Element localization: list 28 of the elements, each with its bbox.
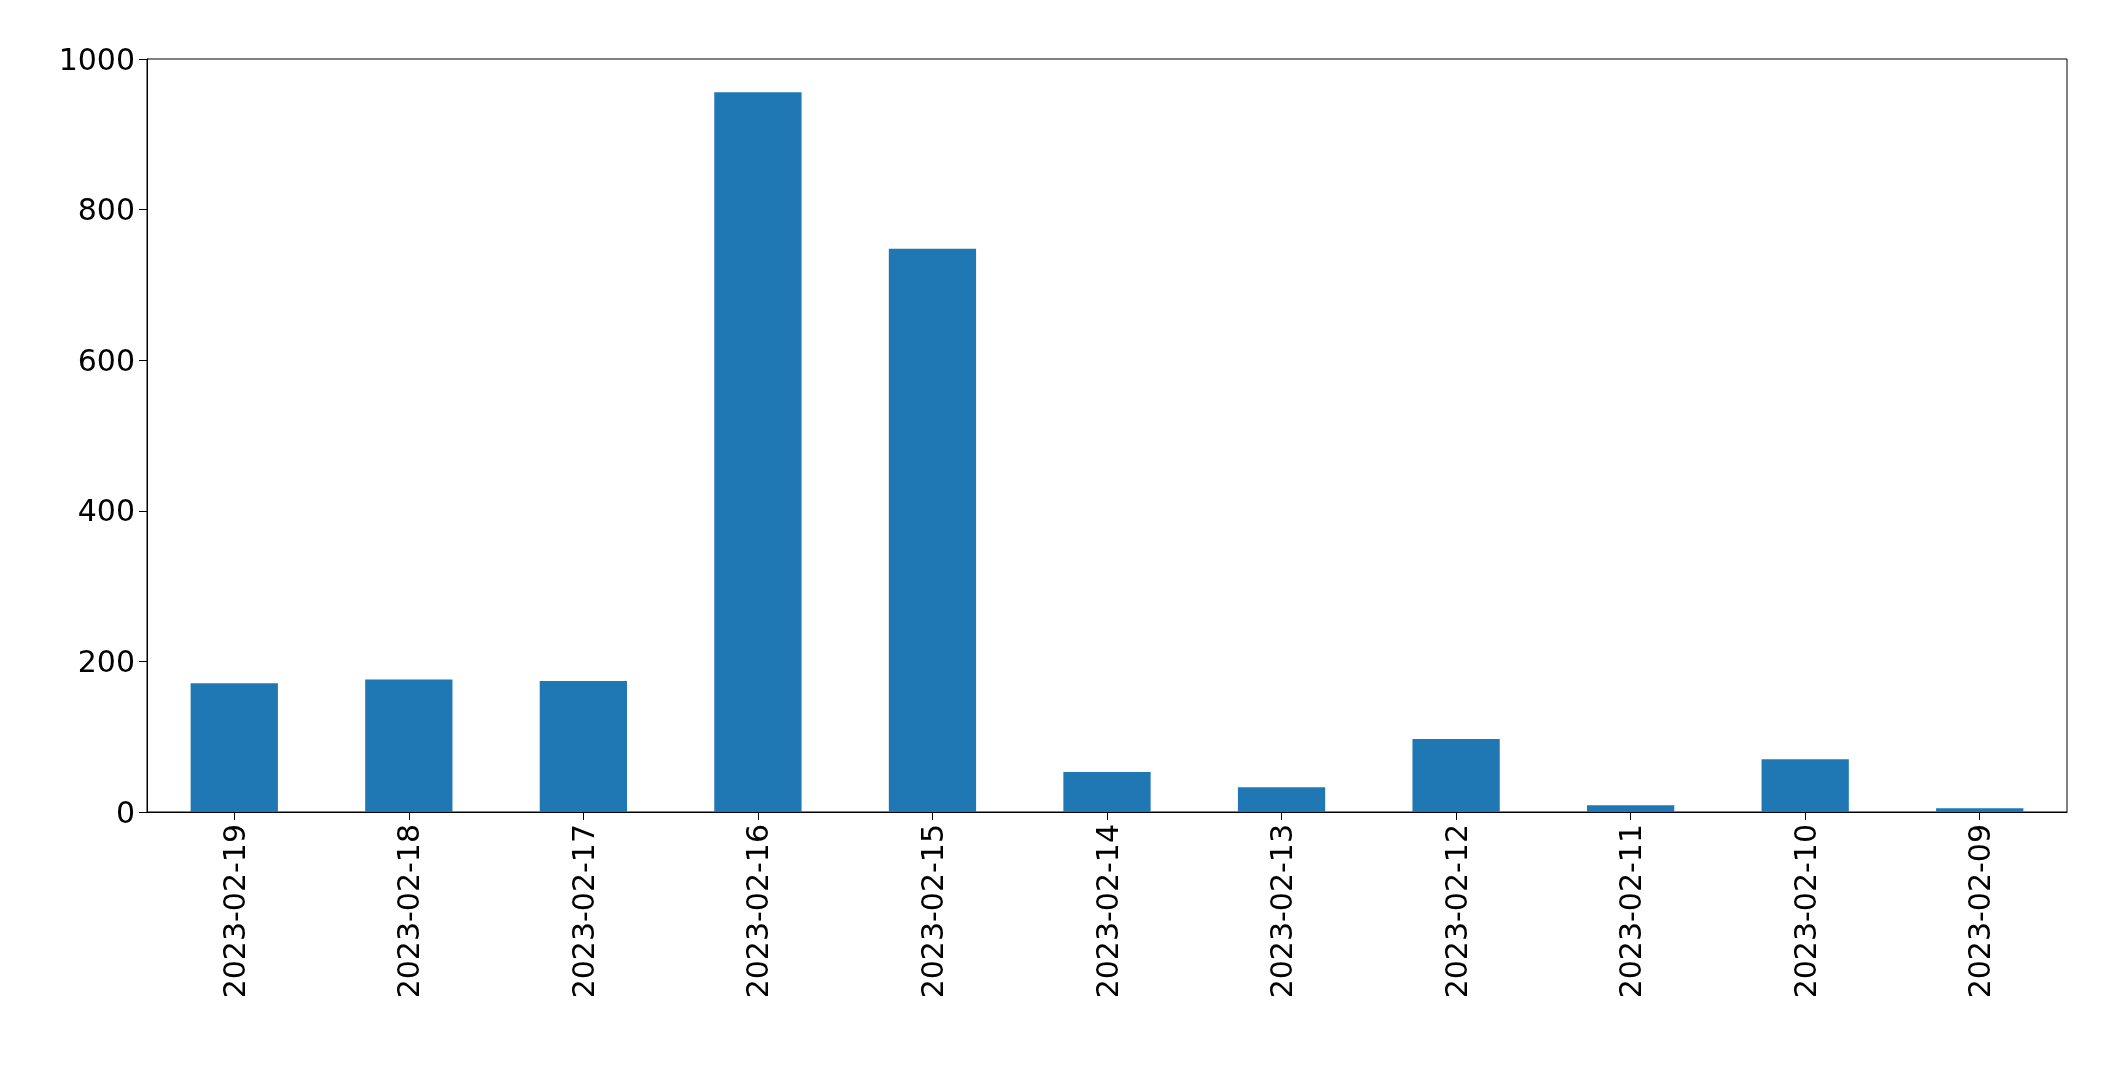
x-tick-label: 2023-02-15 <box>914 824 950 999</box>
x-tick-label: 2023-02-11 <box>1613 824 1649 999</box>
bar <box>365 679 453 812</box>
y-tick-label: 800 <box>77 192 135 228</box>
x-tick-label: 2023-02-16 <box>740 824 776 999</box>
bar <box>888 248 977 812</box>
x-tick-label: 2023-02-12 <box>1438 824 1474 999</box>
x-tick-label: 2023-02-10 <box>1787 824 1823 999</box>
y-tick-label: 200 <box>77 643 135 679</box>
bar <box>1237 787 1326 812</box>
x-tick-label: 2023-02-17 <box>565 824 601 999</box>
bar <box>1587 805 1675 812</box>
x-tick-label: 2023-02-09 <box>1962 824 1998 999</box>
bar <box>1412 738 1500 812</box>
x-tick-label: 2023-02-19 <box>216 824 252 999</box>
bar <box>1063 772 1151 812</box>
y-tick-label: 0 <box>115 794 135 830</box>
bar <box>539 680 627 812</box>
y-tick-label: 600 <box>77 342 135 378</box>
x-tick-label: 2023-02-14 <box>1089 824 1125 999</box>
bar <box>714 92 802 812</box>
x-tick-label: 2023-02-18 <box>391 824 427 999</box>
y-tick-label: 1000 <box>58 41 135 77</box>
x-tick-label: 2023-02-13 <box>1264 824 1300 999</box>
bar <box>1936 808 2024 812</box>
bar <box>1761 759 1849 812</box>
bar <box>190 683 278 812</box>
y-tick-label: 400 <box>77 493 135 529</box>
